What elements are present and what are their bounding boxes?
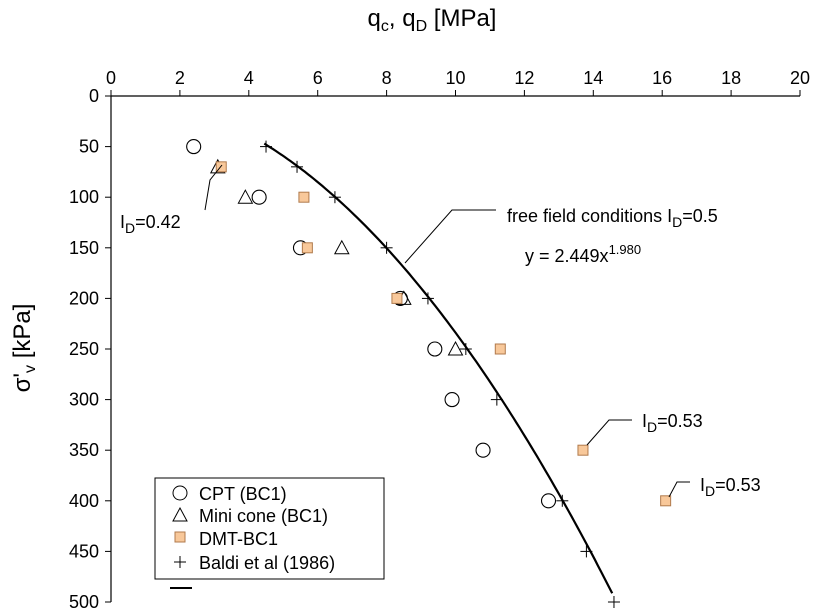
y-axis-title: σ'v [kPa] (9, 304, 39, 393)
y-tick-label: 50 (79, 137, 99, 157)
legend-symbol-mini-cone (172, 506, 188, 522)
dmt-bc1-point (301, 242, 313, 254)
fit-equation: y = 2.449x1.980 (525, 242, 641, 266)
baldi-et-al-1986-point (328, 191, 341, 204)
x-tick-label: 6 (313, 68, 323, 88)
dmt-bc1-point (577, 444, 589, 456)
free-field-leader (404, 209, 496, 264)
id-053-leader-2 (668, 481, 690, 498)
y-tick-label: 450 (69, 541, 99, 561)
mini-cone-bc1-point (237, 189, 254, 204)
id-042-leader (204, 164, 223, 211)
y-tick-label: 250 (69, 339, 99, 359)
baldi-et-al-1986-point (260, 140, 273, 153)
mini-cone-bc1-point (333, 239, 350, 255)
baldi-et-al-1986-point (580, 545, 593, 558)
id-042-label: ID=0.42 (120, 212, 181, 236)
baldi-et-al-1986-point (291, 160, 304, 173)
baldi-et-al-1986-point (459, 343, 472, 355)
cpt-bc1-point (186, 139, 202, 155)
y-ticks: 0 50 100 150 200 250 300 350 400 450 500 (69, 86, 111, 612)
baldi-et-al-1986-point (607, 596, 620, 608)
legend-label-cpt: CPT (BC1) (199, 484, 287, 504)
cpt-bc1-point (540, 493, 557, 509)
id-053-label-2: ID=0.53 (700, 475, 761, 499)
legend-symbol-cpt (172, 485, 188, 501)
fit-curve (263, 142, 614, 594)
id-053-leader-1 (586, 419, 632, 446)
x-axis-title: qc, qD [MPa] (368, 5, 497, 35)
y-tick-label: 400 (69, 491, 99, 511)
legend-label-mini-cone: Mini cone (BC1) (199, 506, 328, 526)
x-tick-label: 16 (652, 68, 672, 88)
data-markers (186, 139, 672, 608)
x-tick-label: 2 (175, 68, 185, 88)
x-tick-label: 14 (583, 68, 603, 88)
x-tick-label: 12 (514, 68, 534, 88)
dmt-bc1-point (494, 343, 506, 355)
dmt-bc1-point (298, 191, 310, 203)
dmt-bc1-point (660, 495, 672, 507)
y-tick-label: 350 (69, 440, 99, 460)
dmt-bc1-point (391, 292, 403, 304)
legend-symbol-dmt (174, 531, 186, 543)
x-tick-label: 20 (790, 68, 810, 88)
free-field-label: free field conditions ID=0.5 (507, 206, 718, 230)
y-tick-label: 300 (69, 390, 99, 410)
x-tick-label: 18 (721, 68, 741, 88)
y-tick-label: 0 (89, 86, 99, 106)
y-tick-label: 500 (69, 592, 99, 612)
x-tick-label: 0 (106, 68, 116, 88)
legend: CPT (BC1) Mini cone (BC1) DMT-BC1 Baldi … (154, 477, 385, 580)
legend-box (154, 477, 385, 580)
cpt-bc1-point (427, 341, 443, 357)
legend-label-dmt: DMT-BC1 (199, 529, 278, 549)
x-tick-label: 10 (445, 68, 465, 88)
cpt-bc1-point (444, 392, 460, 408)
x-tick-label: 8 (382, 68, 392, 88)
baldi-et-al-1986-point (556, 494, 569, 507)
y-tick-label: 100 (69, 187, 99, 207)
baldi-et-al-1986-point (380, 241, 393, 254)
legend-label-baldi: Baldi et al (1986) (199, 553, 335, 573)
y-tick-label: 200 (69, 288, 99, 308)
x-tick-label: 4 (244, 68, 254, 88)
baldi-et-al-1986-point (490, 393, 503, 406)
mini-cone-bc1-point (447, 340, 464, 356)
dmt-bc1-point (215, 161, 227, 173)
baldi-et-al-1986-point (421, 292, 434, 305)
cpt-bc1-point (475, 442, 491, 458)
y-tick-label: 150 (69, 238, 99, 258)
id-053-label-1: ID=0.53 (642, 411, 703, 435)
cpt-bc1-point (251, 189, 267, 205)
x-ticks: 0 2 4 6 8 10 12 14 16 18 20 (106, 68, 810, 96)
